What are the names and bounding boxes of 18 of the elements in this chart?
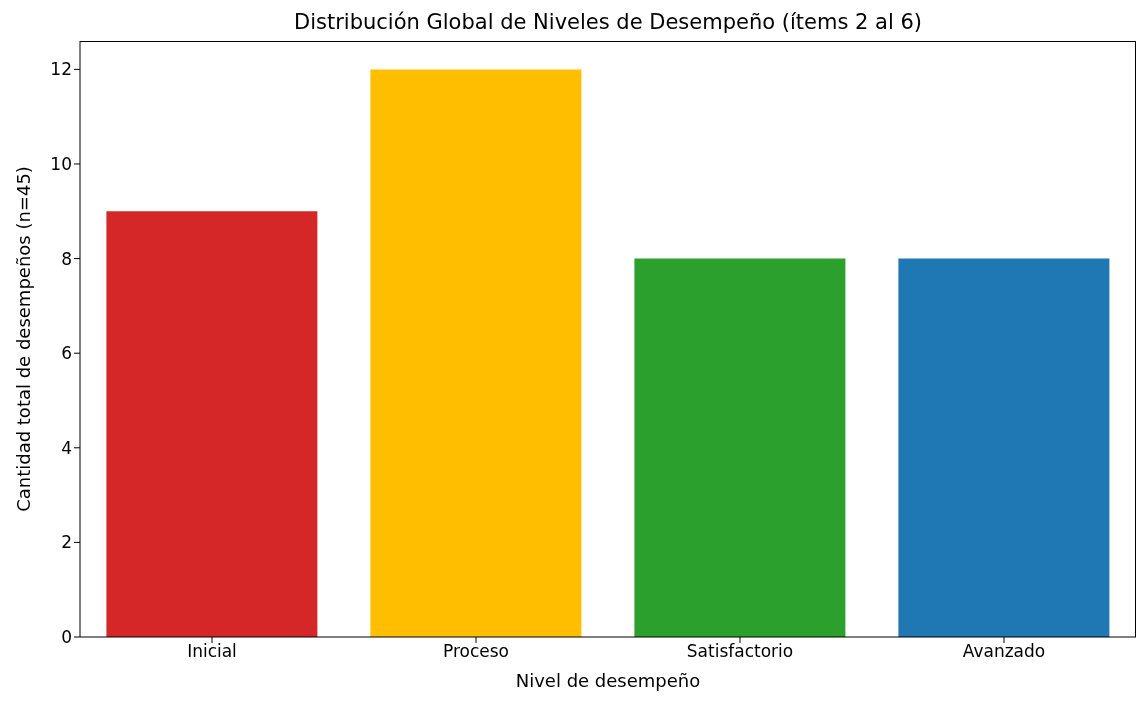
x-tick-label: Satisfactorio bbox=[686, 641, 794, 662]
y-tick-label: 10 bbox=[50, 154, 72, 175]
y-tick-label: 0 bbox=[61, 627, 72, 648]
x-tick-label: Proceso bbox=[442, 641, 510, 662]
y-axis-title: Cantidad total de desempeños (n=45) bbox=[13, 166, 35, 512]
y-tick-label: 12 bbox=[50, 59, 72, 80]
y-tick-label: 6 bbox=[61, 343, 72, 364]
bar bbox=[370, 69, 582, 637]
x-tick-label: Inicial bbox=[187, 641, 237, 662]
y-tick-label: 4 bbox=[61, 437, 72, 458]
x-tick-label: Avanzado bbox=[962, 641, 1046, 662]
y-tick-label: 2 bbox=[61, 532, 72, 553]
bar bbox=[634, 258, 846, 637]
x-axis-title: Nivel de desempeño bbox=[515, 670, 701, 691]
bar bbox=[106, 211, 318, 637]
bar bbox=[898, 258, 1110, 637]
chart-title: Distribución Global de Niveles de Desempeño (ítems 2 al 6) bbox=[293, 10, 923, 34]
y-tick-label: 8 bbox=[61, 248, 72, 269]
